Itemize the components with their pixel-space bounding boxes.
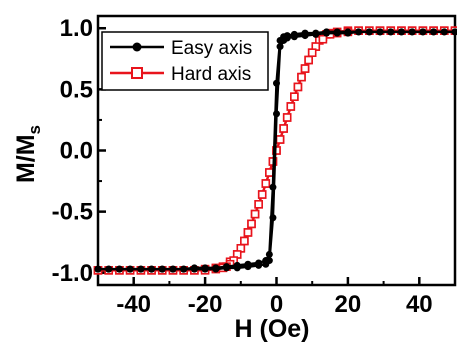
data-point (240, 236, 249, 246)
y-axis-title-subscript: s (25, 125, 44, 134)
legend-marker (132, 42, 142, 52)
data-point (419, 28, 427, 36)
data-point (376, 28, 384, 36)
y-tick-label: -1.0 (52, 260, 93, 287)
data-point (430, 28, 438, 36)
data-point (265, 168, 274, 177)
data-point (262, 260, 270, 268)
data-point (257, 190, 267, 199)
x-tick-label: -20 (188, 291, 223, 318)
data-point (180, 265, 188, 273)
data-point (265, 250, 273, 258)
data-point (269, 183, 277, 191)
data-point (269, 214, 277, 222)
data-point (451, 28, 457, 36)
data-point (94, 265, 102, 273)
legend-item: Easy axis (110, 38, 252, 59)
data-point (297, 72, 306, 82)
data-point (158, 265, 166, 273)
data-point (286, 102, 296, 111)
data-point (190, 265, 198, 273)
data-point (301, 32, 309, 40)
data-point (105, 265, 113, 273)
data-point (212, 265, 220, 273)
data-point (126, 265, 134, 273)
data-point (397, 28, 405, 36)
data-point (322, 29, 330, 37)
data-point (276, 43, 284, 51)
y-tick-label: 1.0 (60, 15, 93, 42)
legend-marker (131, 67, 143, 79)
series-easy-axis (94, 28, 457, 273)
data-point (261, 179, 271, 188)
data-point (355, 28, 363, 36)
y-tick-label: 0.5 (60, 76, 93, 103)
data-point (148, 265, 156, 273)
data-point (290, 33, 298, 41)
data-point (255, 261, 263, 269)
data-point (115, 265, 123, 273)
y-axis-title: M/Ms (12, 125, 44, 183)
data-point (169, 265, 177, 273)
y-tick-label: 0.0 (60, 138, 93, 165)
data-point (300, 64, 310, 73)
data-point (344, 29, 352, 37)
x-axis-ticks: -40 -20 0 20 40 (97, 277, 456, 318)
data-point (318, 34, 328, 44)
data-point (233, 264, 241, 272)
data-point (304, 55, 313, 65)
data-point (243, 228, 253, 237)
data-point (279, 124, 288, 133)
y-tick-label: -0.5 (52, 199, 93, 226)
x-tick-label: 0 (270, 291, 283, 318)
data-point (312, 30, 320, 38)
data-point (387, 28, 395, 36)
data-point (250, 209, 260, 219)
data-point (244, 263, 252, 271)
x-axis-title: H (Oe) (235, 315, 310, 343)
data-point (293, 82, 303, 92)
data-point (440, 28, 448, 36)
x-tick-label: -40 (116, 291, 151, 318)
data-point (247, 219, 256, 229)
x-tick-label: 40 (406, 291, 433, 318)
data-point (273, 79, 280, 87)
data-point (307, 48, 317, 57)
data-point (408, 28, 416, 36)
data-point (254, 200, 263, 209)
data-point (223, 264, 231, 272)
legend-box (101, 31, 269, 91)
data-point (275, 135, 285, 144)
legend: Easy axis Hard axis (101, 31, 269, 91)
legend-label: Hard axis (171, 64, 251, 85)
data-point (280, 36, 288, 44)
data-point (273, 110, 280, 118)
legend-label: Easy axis (171, 38, 252, 59)
data-point (290, 92, 299, 101)
data-point (282, 113, 292, 122)
data-point (333, 29, 341, 37)
data-point (365, 28, 373, 36)
legend-item: Hard axis (110, 64, 251, 85)
data-point (137, 265, 145, 273)
series-layer (93, 26, 457, 275)
data-point (201, 265, 209, 273)
x-tick-label: 20 (335, 291, 362, 318)
y-axis-title-main: M/M (12, 134, 40, 183)
